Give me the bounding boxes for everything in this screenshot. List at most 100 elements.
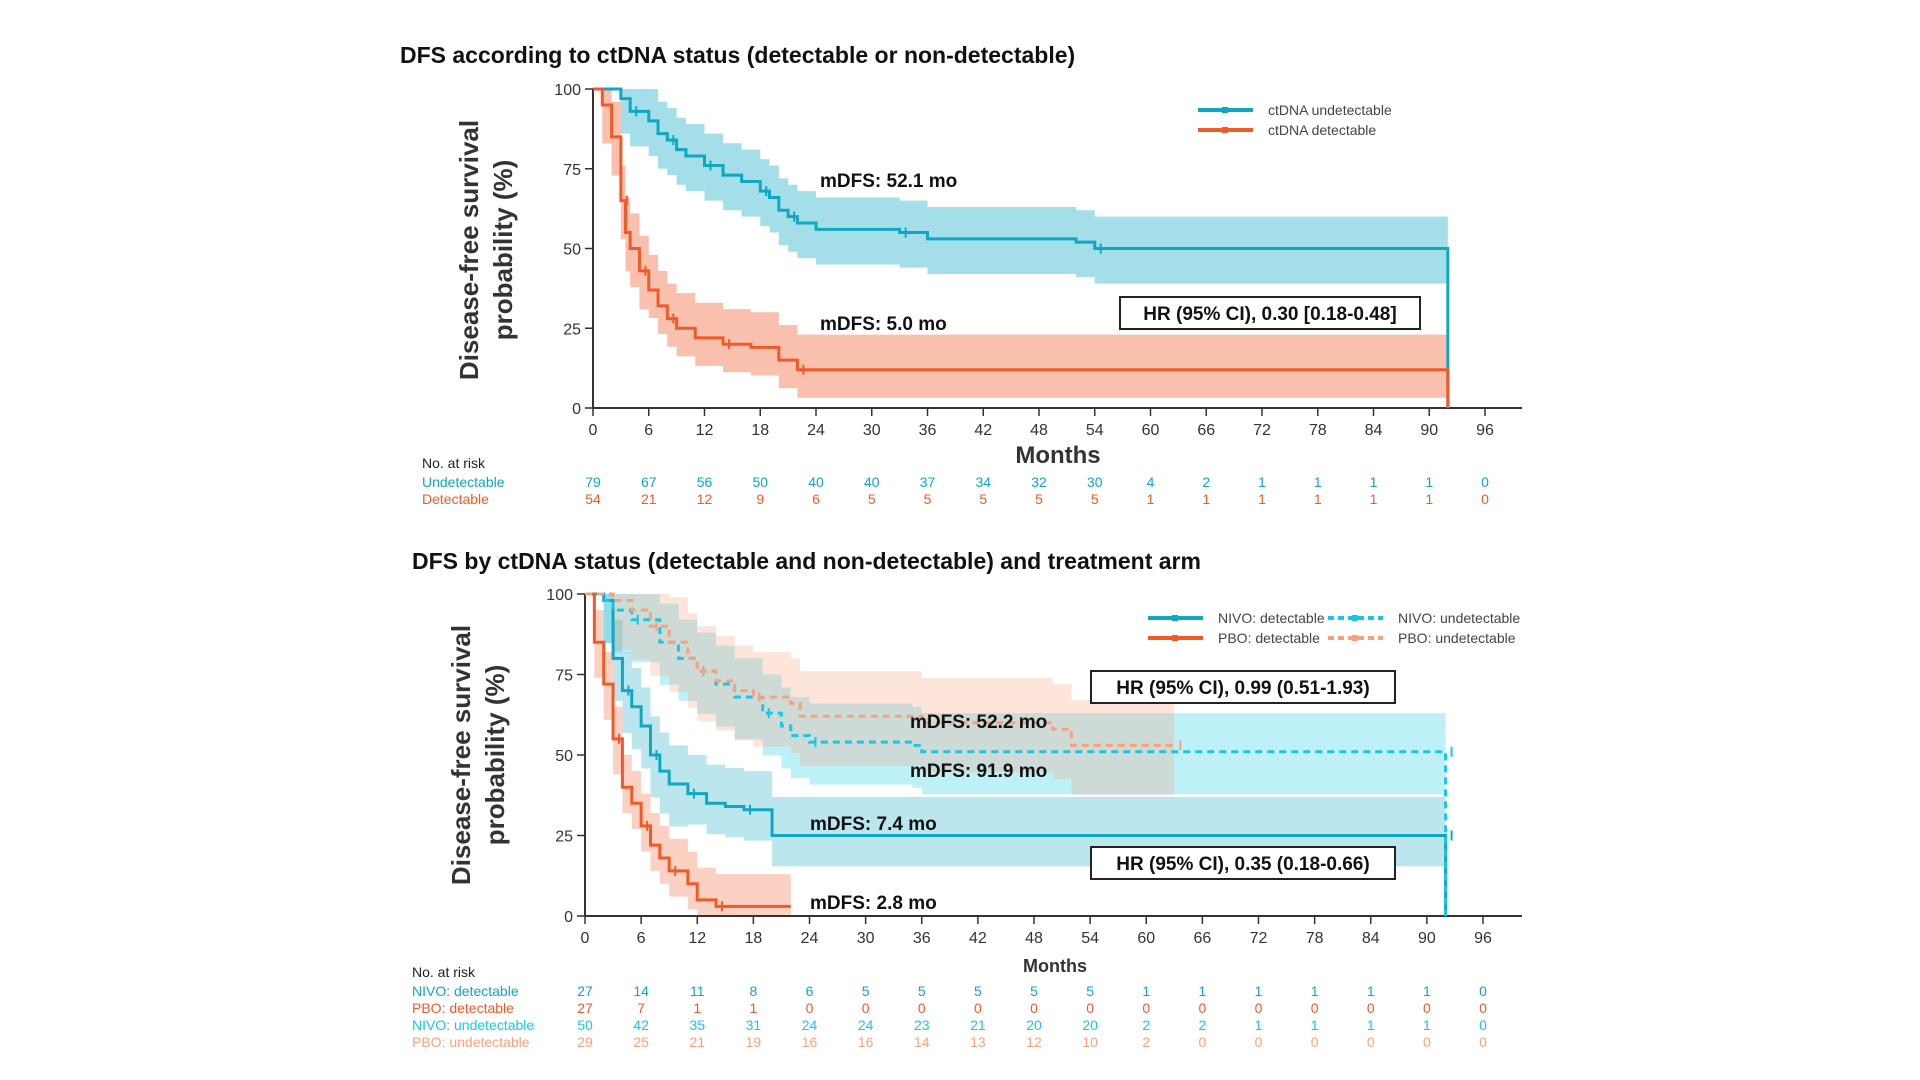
risk-value: 1 [1198,983,1206,999]
risk-value: 6 [812,491,820,507]
chart2-annot-pbo-det: mDFS: 2.8 mo [810,893,937,914]
risk-value: 31 [746,1017,762,1033]
legend-label-1: PBO: detectable [1218,630,1320,646]
y-tick-label: 0 [572,401,581,418]
risk-value: 0 [1086,1000,1094,1016]
risk-value: 1 [1367,1017,1375,1033]
risk-value: 13 [970,1034,986,1050]
risk-value: 0 [918,1000,926,1016]
risk-table-title: No. at risk [412,964,476,980]
risk-value: 1 [1255,1017,1263,1033]
risk-value: 5 [1035,491,1043,507]
risk-value: 1 [749,1000,757,1016]
y-tick-label: 100 [546,587,573,604]
chart2-hr-text-detectable: HR (95% CI), 0.35 (0.18-0.66) [1116,854,1369,875]
x-tick-label: 42 [974,422,992,439]
risk-value: 1 [1314,491,1322,507]
chart1-xlabel: Months [1015,442,1100,469]
risk-value: 1 [1258,491,1266,507]
chart1-plot: 0 6 12 18 24 30 36 42 48 54 60 66 72 78 84 90 9602550751… [422,82,1522,507]
risk-value: 0 [1367,1000,1375,1016]
risk-value: 0 [1198,1000,1206,1016]
x-tick-label: 12 [688,930,706,947]
legend-label-2: NIVO: undetectable [1398,610,1520,626]
x-tick-label: 24 [801,930,819,947]
risk-value: 0 [1423,1000,1431,1016]
risk-value: 34 [975,474,991,490]
risk-row-label: Detectable [422,491,489,507]
series-line-0 [585,592,1448,916]
risk-value: 1 [1370,491,1378,507]
ci-band-2 [585,594,1446,795]
risk-value: 1 [1423,983,1431,999]
x-tick-label: 48 [1030,422,1048,439]
chart1-annot-undetectable: mDFS: 52.1 mo [820,171,957,192]
risk-row-label: Undetectable [422,474,505,490]
risk-value: 12 [697,491,713,507]
risk-value: 1 [1258,474,1266,490]
risk-value: 19 [746,1034,762,1050]
risk-value: 1 [1255,983,1263,999]
risk-value: 67 [641,474,657,490]
x-tick-label: 12 [696,422,714,439]
risk-value: 0 [1481,491,1489,507]
y-tick-label: 25 [555,829,573,846]
chart2-hr-box-detectable [1090,846,1396,880]
risk-value: 25 [633,1034,649,1050]
risk-value: 0 [1198,1034,1206,1050]
risk-value: 0 [1311,1034,1319,1050]
y-tick-label: 0 [564,909,573,926]
risk-value: 27 [577,1000,593,1016]
chart1-title: DFS according to ctDNA status (detectabl… [400,42,1075,68]
chart1-ylabel-line1: Disease-free survival [454,120,484,380]
x-tick-label: 66 [1193,930,1211,947]
legend-marker-2 [1352,615,1358,621]
y-tick-label: 100 [554,82,581,99]
x-tick-label: 30 [857,930,875,947]
chart2-title: DFS by ctDNA status (detectable and non-… [412,548,1201,574]
risk-row-label: PBO: detectable [412,1000,514,1016]
chart2-annot-nivo-undet: mDFS: 91.9 mo [910,761,1047,782]
x-tick-label: 18 [744,930,762,947]
x-tick-label: 90 [1420,422,1438,439]
risk-value: 79 [585,474,601,490]
ci-band-0 [593,89,1448,284]
x-tick-label: 30 [863,422,881,439]
risk-value: 54 [585,491,601,507]
risk-value: 1 [1425,491,1433,507]
y-tick-label: 50 [555,748,573,765]
legend-label-0: ctDNA undetectable [1268,102,1392,118]
risk-value: 24 [802,1017,818,1033]
risk-value: 5 [918,983,926,999]
risk-value: 16 [858,1034,874,1050]
y-tick-label: 25 [563,321,581,338]
x-tick-label: 54 [1086,422,1104,439]
risk-value: 14 [914,1034,930,1050]
chart1-hr-text: HR (95% CI), 0.30 [0.18-0.48] [1143,304,1396,325]
risk-value: 32 [1031,474,1047,490]
x-tick-label: 54 [1081,930,1099,947]
chart1-hr-box [1119,296,1421,330]
risk-value: 5 [868,491,876,507]
ci-band-1 [585,594,791,916]
risk-value: 0 [1367,1034,1375,1050]
risk-value: 4 [1147,474,1155,490]
chart1-ylabel: Disease-free survival probability (%) [454,120,518,380]
risk-value: 1 [1314,474,1322,490]
x-tick-label: 72 [1253,422,1271,439]
risk-value: 30 [1087,474,1103,490]
risk-value: 0 [1255,1034,1263,1050]
chart2-ylabel-line2: probability (%) [480,665,510,846]
chart2-ylabel: Disease-free survival probability (%) [446,625,510,885]
x-tick-label: 36 [913,930,931,947]
risk-value: 37 [920,474,936,490]
y-tick-label: 75 [555,668,573,685]
chart1-ylabel-line2: probability (%) [488,160,518,341]
risk-value: 1 [1142,983,1150,999]
risk-value: 2 [1142,1017,1150,1033]
x-tick-label: 42 [969,930,987,947]
y-tick-label: 50 [563,242,581,259]
risk-value: 1 [693,1000,701,1016]
x-tick-label: 48 [1025,930,1043,947]
